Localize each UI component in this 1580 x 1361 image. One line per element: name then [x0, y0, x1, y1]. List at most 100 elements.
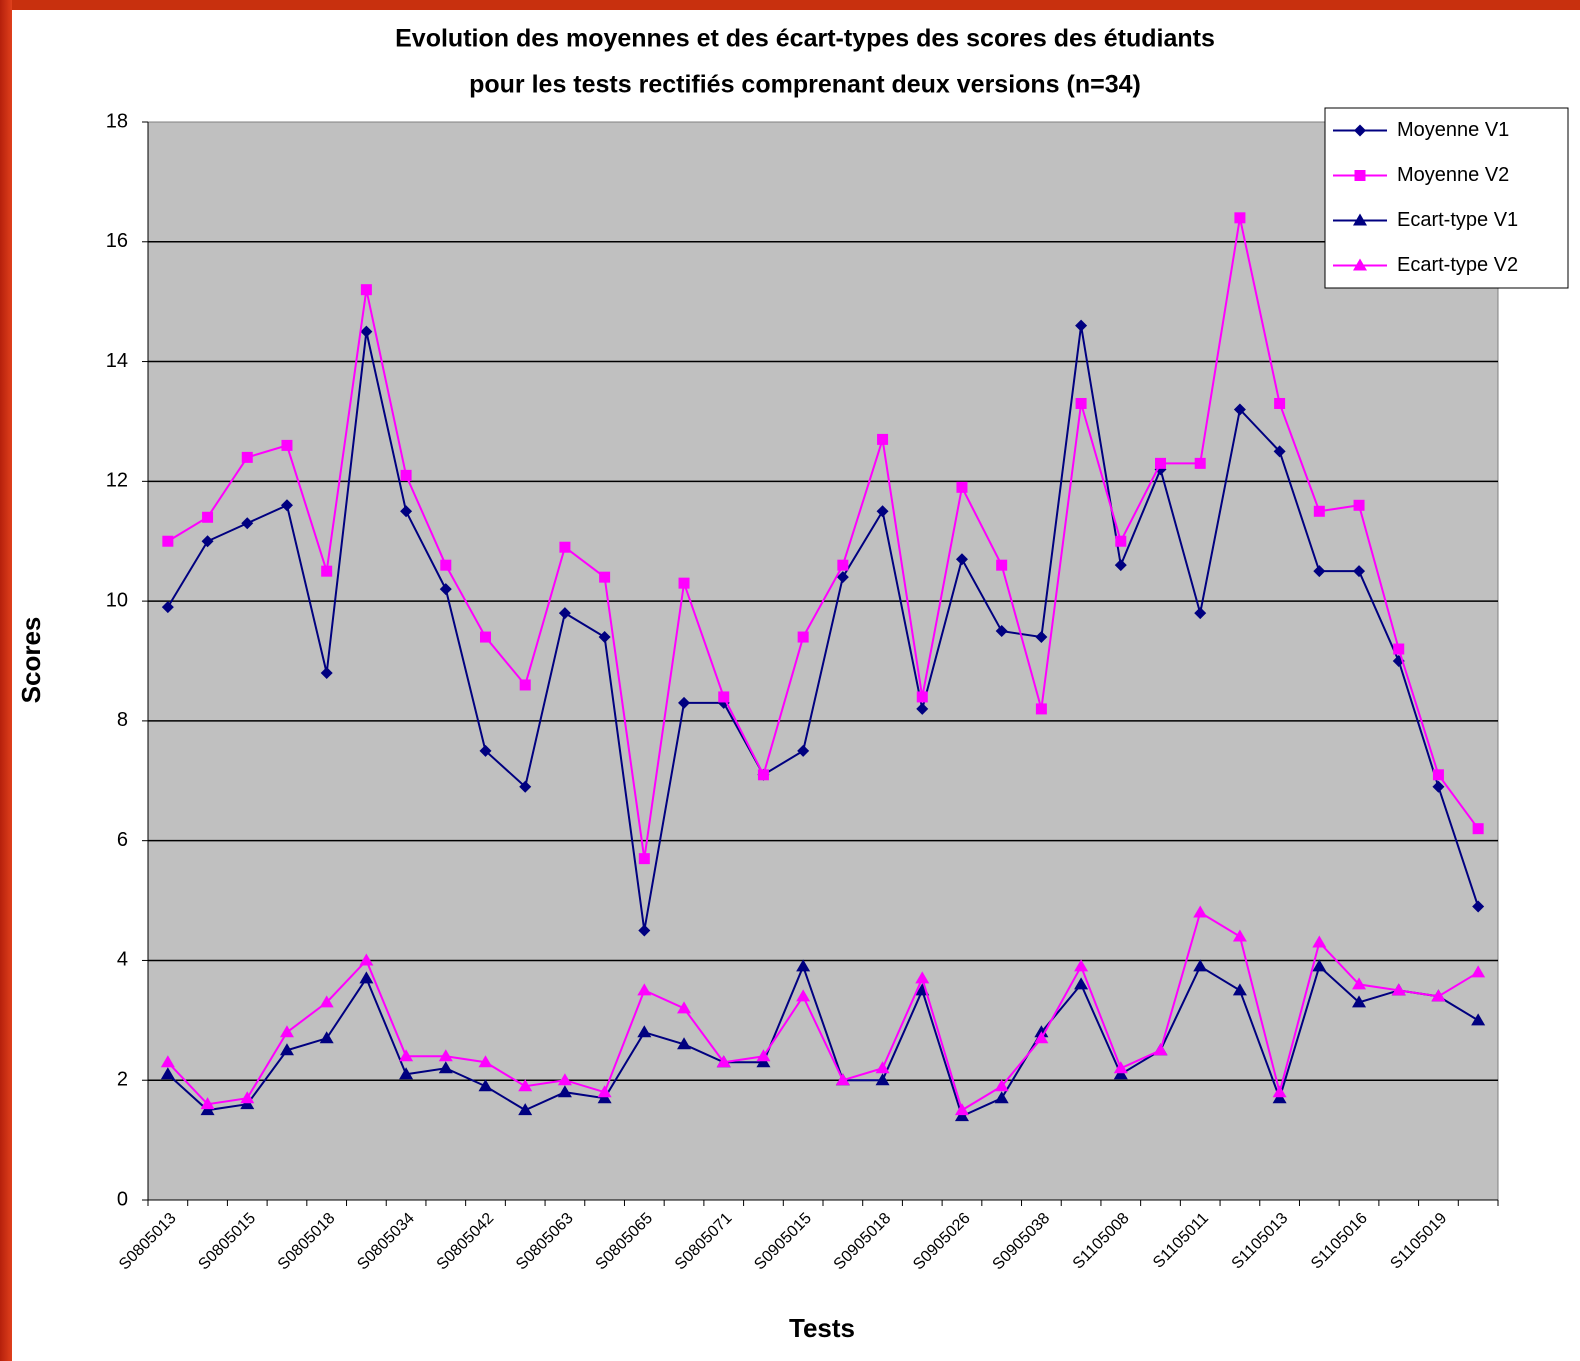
- marker: [637, 1025, 652, 1038]
- marker: [320, 666, 333, 679]
- marker: [678, 577, 690, 589]
- marker: [835, 1073, 850, 1086]
- marker: [438, 1049, 453, 1062]
- marker: [279, 1025, 294, 1038]
- marker: [480, 631, 491, 643]
- series-line: [167, 217, 1479, 859]
- marker: [1155, 457, 1166, 469]
- marker: [1115, 535, 1127, 547]
- marker: [1353, 213, 1367, 226]
- marker: [240, 1091, 255, 1104]
- marker: [200, 1097, 215, 1110]
- marker: [359, 971, 374, 984]
- marker: [1035, 631, 1048, 644]
- marker: [360, 284, 372, 296]
- marker: [1393, 643, 1405, 655]
- x-tick-label: S1105019: [1387, 1210, 1450, 1273]
- marker: [995, 625, 1008, 638]
- x-tick-label: S1105011: [1150, 1210, 1212, 1272]
- marker: [954, 1103, 969, 1116]
- x-tick-label: S0805015: [195, 1210, 259, 1274]
- marker: [438, 1061, 453, 1074]
- x-tick-label: S0805042: [434, 1210, 498, 1274]
- marker: [321, 565, 333, 577]
- marker: [994, 1079, 1009, 1092]
- marker: [598, 631, 611, 644]
- marker: [440, 559, 452, 571]
- y-tick-label: 6: [117, 829, 128, 851]
- x-tick-label: S1105008: [1070, 1210, 1133, 1273]
- y-tick-label: 4: [117, 949, 128, 971]
- marker: [1193, 905, 1208, 918]
- x-tick-label: S0905018: [831, 1210, 895, 1274]
- marker: [1312, 935, 1327, 948]
- marker: [1391, 983, 1406, 996]
- y-tick-label: 18: [106, 110, 128, 132]
- legend-label: Moyenne V2: [1397, 164, 1509, 186]
- marker: [479, 744, 492, 757]
- legend-box: [1324, 107, 1569, 289]
- chart-title: pour les tests rectifiés comprenant deux…: [469, 71, 1141, 99]
- legend-label: Ecart-type V1: [1397, 209, 1518, 231]
- marker: [677, 1037, 692, 1050]
- y-axis-title: Scores: [16, 617, 46, 704]
- marker: [1313, 565, 1326, 578]
- marker: [359, 953, 374, 966]
- marker: [557, 1085, 572, 1098]
- frame-left: [0, 0, 12, 1361]
- marker: [558, 607, 571, 620]
- series-line: [166, 325, 1480, 931]
- marker: [796, 959, 811, 972]
- marker: [1074, 977, 1089, 990]
- marker: [400, 469, 412, 481]
- marker: [638, 924, 651, 937]
- marker: [160, 1055, 175, 1068]
- marker: [1472, 823, 1484, 835]
- marker: [1354, 170, 1366, 181]
- marker: [955, 553, 968, 566]
- series-line: [167, 963, 1479, 1118]
- marker: [1193, 959, 1208, 972]
- x-tick-label: S0805063: [513, 1210, 577, 1274]
- marker: [1034, 1031, 1049, 1044]
- marker: [478, 1079, 493, 1092]
- x-tick-label: S0805071: [672, 1210, 736, 1274]
- marker: [1313, 505, 1325, 517]
- marker: [1354, 124, 1366, 137]
- marker: [836, 571, 849, 584]
- marker: [875, 1061, 890, 1074]
- x-tick-label: S0805034: [354, 1210, 418, 1274]
- marker: [837, 559, 849, 571]
- x-tick-label: S1105016: [1308, 1210, 1371, 1273]
- marker: [1075, 319, 1088, 332]
- marker: [1194, 607, 1207, 620]
- marker: [1352, 995, 1367, 1008]
- marker: [1353, 499, 1365, 511]
- marker: [797, 744, 810, 757]
- y-tick-label: 8: [117, 709, 128, 731]
- marker: [439, 583, 452, 596]
- marker: [757, 769, 769, 781]
- marker: [638, 853, 650, 865]
- marker: [557, 1073, 572, 1086]
- marker: [319, 995, 334, 1008]
- marker: [162, 535, 174, 547]
- marker: [1274, 397, 1286, 409]
- marker: [1035, 703, 1047, 715]
- marker: [1233, 403, 1246, 416]
- x-tick-label: S0805013: [116, 1210, 180, 1274]
- x-tick-label: S0905038: [990, 1210, 1054, 1274]
- marker: [1232, 983, 1247, 996]
- marker: [1353, 258, 1367, 271]
- x-tick-label: S0805065: [593, 1210, 657, 1274]
- marker: [1153, 1043, 1168, 1056]
- marker: [994, 1091, 1009, 1104]
- marker: [1432, 780, 1445, 793]
- y-tick-label: 10: [106, 589, 128, 611]
- marker: [400, 505, 413, 518]
- x-axis-title: Tests: [789, 1313, 855, 1343]
- marker: [319, 1031, 334, 1044]
- marker: [796, 989, 811, 1002]
- marker: [518, 1103, 533, 1116]
